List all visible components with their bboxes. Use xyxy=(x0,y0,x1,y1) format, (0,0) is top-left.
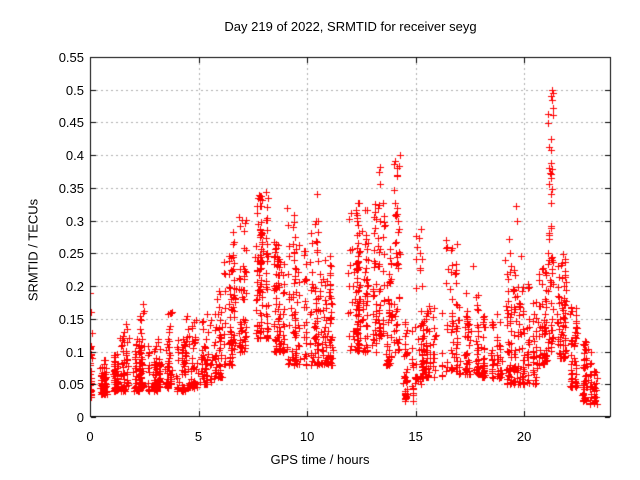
x-axis-label: GPS time / hours xyxy=(270,452,370,467)
y-tick-label: 0.1 xyxy=(65,344,84,360)
y-tick-label: 0.45 xyxy=(58,115,84,131)
y-tick-label: 0.4 xyxy=(65,148,84,164)
x-tick-label: 0 xyxy=(86,429,94,444)
y-tick-label: 0.35 xyxy=(58,180,84,196)
y-tick-label: 0.05 xyxy=(58,377,84,393)
y-tick-label: 0.5 xyxy=(65,82,84,98)
x-tick-label: 15 xyxy=(408,429,423,444)
y-tick-label: 0.2 xyxy=(65,279,84,295)
x-tick-label: 20 xyxy=(516,429,532,444)
y-tick-label: 0.3 xyxy=(65,213,84,229)
y-tick-label: 0 xyxy=(76,410,84,425)
x-tick-label: 5 xyxy=(194,429,203,444)
y-tick-label: 0.15 xyxy=(58,311,84,327)
chart-title: Day 219 of 2022, SRMTID for receiver sey… xyxy=(224,19,477,34)
y-tick-label: 0.25 xyxy=(58,246,84,262)
x-tick-label: 10 xyxy=(299,429,315,444)
y-tick-label: 0.55 xyxy=(58,50,84,65)
